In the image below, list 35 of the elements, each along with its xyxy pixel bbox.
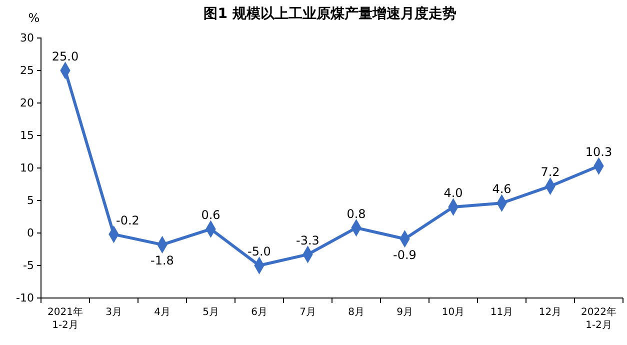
- x-tick-label: 6月: [251, 307, 268, 318]
- x-tick-label: 5月: [202, 307, 219, 318]
- data-label: 4.0: [444, 186, 463, 200]
- data-label: 10.3: [585, 145, 612, 160]
- data-label: 0.6: [201, 208, 220, 222]
- y-tick-label: 0: [27, 226, 34, 240]
- data-label: 7.2: [540, 165, 560, 180]
- y-tick-label: -10: [16, 292, 34, 305]
- y-axis-title: %: [28, 11, 40, 25]
- data-label: -0.2: [116, 213, 140, 228]
- x-tick-label: 4月: [154, 307, 170, 318]
- y-tick-label: 10: [20, 162, 34, 175]
- x-tick-label: 7月: [300, 307, 316, 318]
- y-tick-label: 15: [20, 129, 34, 142]
- x-tick-label: 2022年 1-2月: [581, 306, 616, 331]
- y-tick-label: 20: [20, 96, 34, 110]
- x-tick-label: 3月: [106, 307, 122, 318]
- x-tick-label: 9月: [396, 307, 413, 318]
- y-tick-label: 25: [20, 64, 34, 78]
- x-tick-label: 2021年 1-2月: [48, 306, 83, 331]
- y-tick-label: -5: [23, 259, 34, 272]
- x-tick-label: 12月: [538, 307, 562, 318]
- y-tick-label: 5: [27, 194, 34, 208]
- data-label: 4.6: [492, 182, 512, 196]
- x-tick-label: 8月: [348, 307, 364, 318]
- x-tick-label: 10月: [442, 307, 465, 318]
- chart-title: 图1 规模以上工业原煤产量增速月度走势: [204, 5, 456, 22]
- x-tick-label: 11月: [490, 307, 514, 318]
- data-label: -3.3: [296, 233, 320, 248]
- data-label: -5.0: [248, 244, 271, 258]
- data-label: 0.8: [346, 206, 366, 221]
- data-label: -1.8: [150, 254, 174, 268]
- data-label: -0.9: [393, 248, 416, 262]
- data-label: 25.0: [52, 50, 79, 64]
- y-tick-label: 30: [20, 32, 34, 45]
